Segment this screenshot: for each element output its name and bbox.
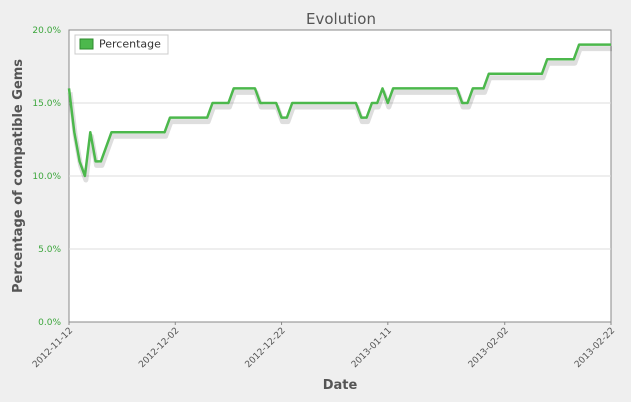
legend-box bbox=[74, 34, 169, 55]
y-tick-label: 15.0% bbox=[32, 99, 61, 109]
y-tick-label: 10.0% bbox=[32, 172, 61, 182]
y-axis-ticks: 0.0% 5.0% 10.0% 15.0% 20.0% bbox=[32, 26, 61, 328]
legend-label: Percentage bbox=[99, 38, 161, 51]
y-tick-label: 5.0% bbox=[38, 245, 61, 255]
legend-swatch bbox=[79, 38, 94, 50]
x-tick-label: 2013-01-11 bbox=[350, 326, 394, 370]
x-tick-label: 2013-02-02 bbox=[467, 326, 511, 370]
legend: Percentage bbox=[74, 34, 169, 55]
series-layer bbox=[67, 43, 612, 183]
x-axis-title: Date bbox=[323, 378, 358, 393]
y-tick-label: 20.0% bbox=[32, 26, 61, 36]
y-axis-title: Percentage of compatible Gems bbox=[11, 59, 26, 293]
x-tick-label: 2012-12-02 bbox=[137, 326, 181, 370]
x-tick-label: 2013-02-22 bbox=[573, 326, 617, 370]
x-tick-label: 2012-11-12 bbox=[31, 326, 75, 370]
series-shadow bbox=[67, 46, 612, 183]
x-axis-ticks: 2012-11-12 2012-12-02 2012-12-22 2013-01-11… bbox=[31, 322, 617, 370]
y-tick-label: 0.0% bbox=[38, 318, 61, 328]
x-tick-label: 2012-12-22 bbox=[244, 326, 288, 370]
series-line-percentage bbox=[67, 43, 611, 178]
chart-title: Evolution bbox=[306, 10, 376, 28]
